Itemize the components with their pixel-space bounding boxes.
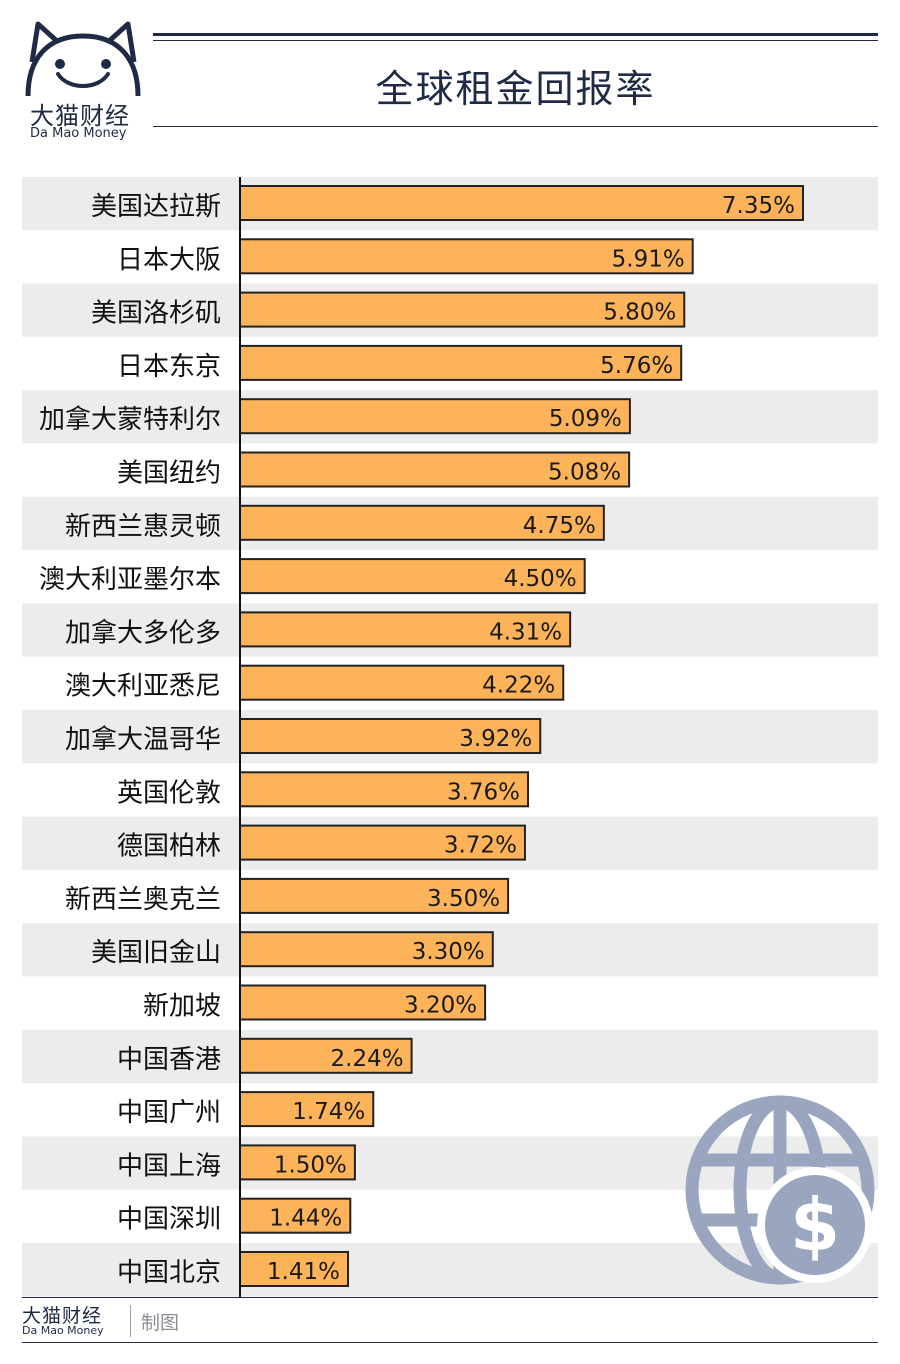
bar [239, 1197, 352, 1234]
bar [239, 984, 487, 1021]
category-label: 中国香港 [117, 1045, 221, 1075]
bar [239, 398, 631, 435]
chart-title: 全球租金回报率 [375, 67, 656, 111]
bar [239, 1251, 350, 1287]
value-label: 4.22% [482, 673, 555, 699]
footer-divider [130, 1305, 131, 1337]
bar [239, 664, 565, 701]
category-label: 新西兰奥克兰 [65, 885, 221, 915]
category-label: 新西兰惠灵顿 [65, 512, 221, 542]
value-label: 4.31% [489, 619, 562, 645]
category-label: 加拿大多伦多 [65, 618, 221, 648]
bar [239, 238, 694, 275]
value-label: 4.50% [504, 566, 577, 592]
category-label: 日本东京 [117, 352, 221, 382]
value-label: 5.76% [600, 353, 673, 379]
value-label: 1.74% [292, 1099, 365, 1125]
category-label: 加拿大蒙特利尔 [39, 405, 221, 435]
value-label: 5.91% [612, 246, 685, 272]
bar [239, 558, 586, 595]
bar [239, 931, 494, 968]
bar [239, 771, 530, 808]
title-rule-thin [153, 40, 878, 41]
category-label: 澳大利亚墨尔本 [39, 565, 221, 595]
category-label: 美国旧金山 [91, 938, 221, 968]
category-label: 英国伦敦 [117, 778, 221, 808]
bar [239, 504, 605, 541]
title-rule-thick [153, 33, 878, 36]
category-label: 中国上海 [117, 1151, 221, 1181]
bar [239, 1144, 356, 1181]
brand-name-en: Da Mao Money [30, 126, 127, 141]
value-label: 7.35% [722, 193, 795, 219]
category-label: 美国纽约 [117, 459, 221, 489]
category-label: 加拿大温哥华 [65, 725, 221, 755]
value-label: 5.80% [603, 300, 676, 326]
value-label: 3.50% [427, 886, 500, 912]
value-label: 1.50% [274, 1152, 347, 1178]
category-label: 澳大利亚悉尼 [65, 672, 221, 702]
category-label: 美国达拉斯 [91, 192, 221, 222]
value-label: 5.09% [549, 406, 622, 432]
value-label: 3.76% [447, 779, 520, 805]
svg-text:$: $ [790, 1183, 840, 1267]
bar [239, 451, 631, 488]
brand-name: 大猫财经 [30, 102, 130, 130]
value-label: 5.08% [548, 460, 621, 486]
value-label: 3.30% [412, 939, 485, 965]
value-label: 3.72% [444, 833, 517, 859]
bar [239, 824, 526, 861]
value-label: 3.92% [459, 726, 532, 752]
bar [239, 1037, 413, 1074]
value-label: 4.75% [523, 513, 596, 539]
value-label: 1.44% [269, 1206, 342, 1232]
category-label: 新加坡 [143, 992, 221, 1022]
row-band [22, 1029, 878, 1084]
value-label: 3.20% [404, 993, 477, 1019]
footer-rule-bottom [22, 1342, 878, 1343]
cat-logo-icon [25, 21, 141, 97]
value-label: 1.41% [267, 1259, 340, 1285]
category-label: 德国柏林 [117, 832, 221, 862]
bar [239, 611, 572, 648]
globe-dollar-icon: $ [685, 1095, 875, 1285]
footer-brand-en: Da Mao Money [22, 1324, 104, 1337]
value-label: 2.24% [331, 1046, 404, 1072]
bar [239, 291, 686, 328]
bar [239, 185, 805, 221]
category-label: 中国广州 [117, 1098, 221, 1128]
footer-brand: 大猫财经 [22, 1305, 103, 1327]
category-label: 中国深圳 [117, 1205, 221, 1235]
title-rule-bottom [153, 126, 878, 127]
bar [239, 877, 510, 914]
bar [239, 1091, 375, 1128]
footer-credit: 制图 [141, 1312, 180, 1334]
footer-rule-top [22, 1297, 878, 1298]
category-label: 美国洛杉矶 [91, 299, 221, 329]
category-label: 日本大阪 [117, 245, 221, 275]
category-label: 中国北京 [117, 1258, 221, 1288]
